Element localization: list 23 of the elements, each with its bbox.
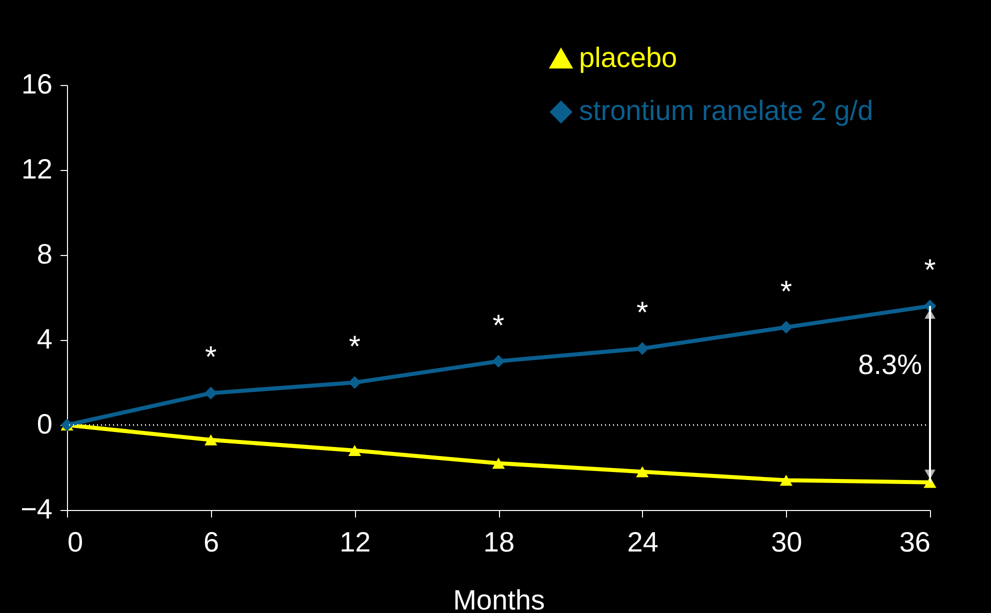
y-tick-label: 8	[36, 238, 52, 270]
y-tick-label: 16	[21, 68, 52, 100]
annotation: *	[348, 330, 361, 364]
x-tick-label: 36	[899, 526, 930, 558]
x-tick-label: 18	[483, 526, 515, 558]
annotation: *	[492, 309, 505, 342]
y-tick-label: −4	[20, 494, 52, 524]
annotation: *	[780, 275, 792, 308]
annotation: *	[924, 254, 936, 287]
legend-label: strontium ranelate 2 g/d	[579, 95, 874, 126]
x-axis-title: Months	[453, 584, 545, 613]
legend-label: placebo	[579, 42, 678, 73]
x-tick-label: 6	[204, 526, 220, 558]
x-tick-label: 12	[340, 526, 371, 558]
y-tick-label: 0	[36, 408, 52, 440]
x-tick-label: 0	[68, 526, 84, 558]
annotation: 8.3%	[858, 349, 922, 380]
x-tick-label: 30	[771, 526, 802, 558]
annotation: *	[636, 296, 648, 330]
x-tick-label: 24	[627, 526, 658, 558]
annotation: *	[204, 341, 217, 374]
y-tick-label: 4	[36, 324, 52, 354]
y-tick-label: 12	[21, 154, 52, 184]
